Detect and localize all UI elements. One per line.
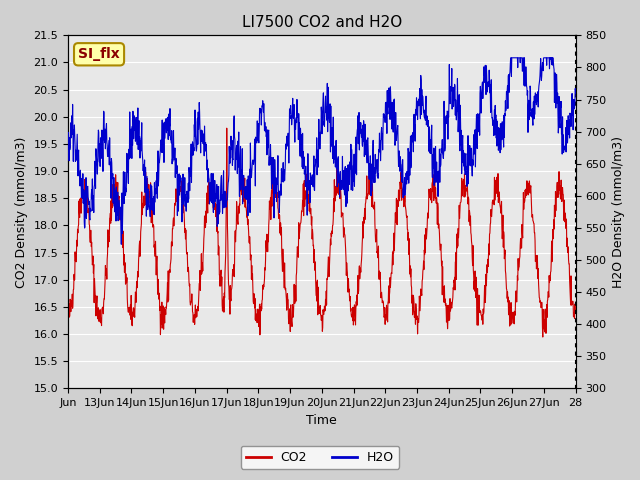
Y-axis label: H2O Density (mmol/m3): H2O Density (mmol/m3) (612, 136, 625, 288)
X-axis label: Time: Time (307, 414, 337, 427)
Text: SI_flx: SI_flx (78, 47, 120, 61)
Y-axis label: CO2 Density (mmol/m3): CO2 Density (mmol/m3) (15, 136, 28, 288)
Legend: CO2, H2O: CO2, H2O (241, 446, 399, 469)
Title: LI7500 CO2 and H2O: LI7500 CO2 and H2O (242, 15, 402, 30)
